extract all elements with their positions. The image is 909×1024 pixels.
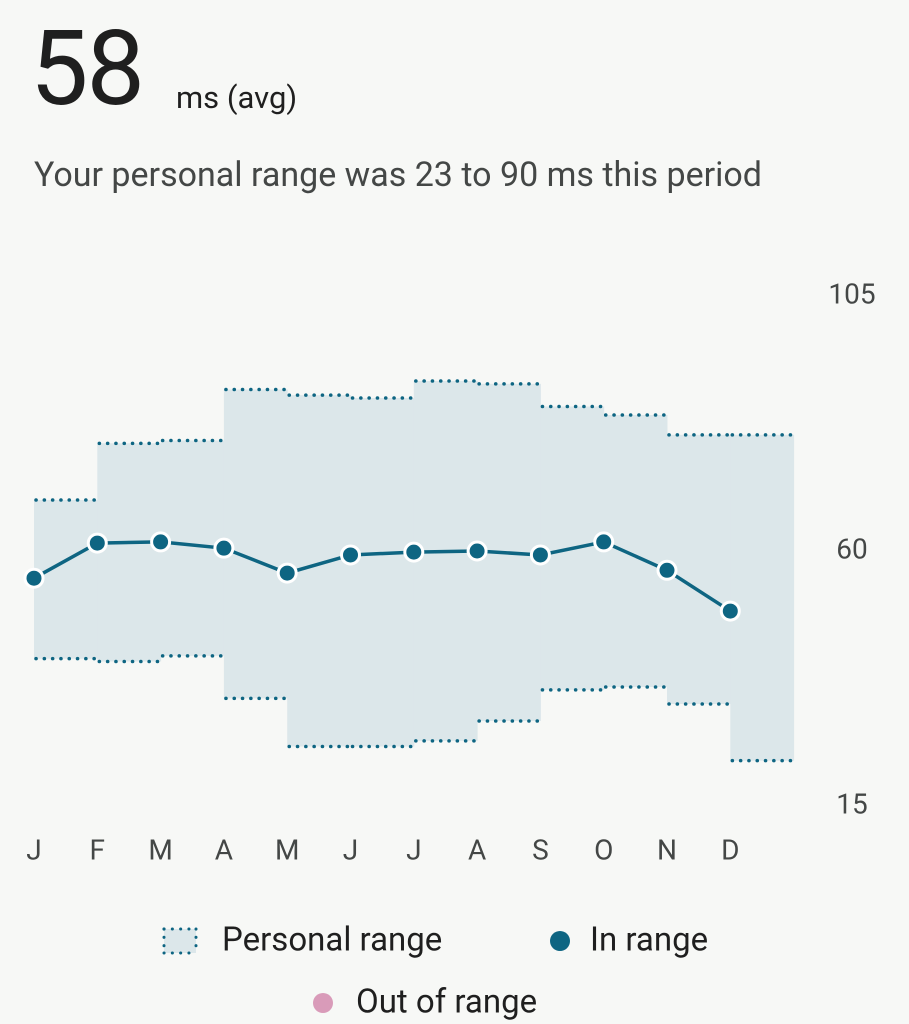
range-band: [97, 443, 162, 662]
x-tick-label: D: [721, 833, 739, 866]
data-point: [719, 600, 741, 622]
data-point: [403, 541, 425, 563]
average-unit: ms (avg): [176, 79, 298, 116]
data-point: [529, 544, 551, 566]
legend-marker: [550, 931, 570, 951]
x-tick-label: O: [594, 833, 613, 866]
average-value: 58: [30, 9, 145, 130]
y-tick-label: 60: [836, 532, 867, 565]
range-band: [667, 434, 731, 704]
x-tick-label: M: [148, 833, 172, 866]
data-point: [23, 567, 45, 589]
data-point: [86, 532, 108, 554]
data-point: [150, 531, 172, 553]
range-band: [730, 434, 795, 761]
x-tick-label: J: [406, 833, 421, 866]
x-tick-label: A: [468, 833, 486, 866]
legend-label: Out of range: [356, 983, 537, 1022]
series-line: [33, 540, 732, 613]
range-band: [603, 415, 668, 687]
legend-label: In range: [590, 921, 708, 960]
x-tick-label: S: [532, 833, 549, 866]
range-band: [223, 389, 288, 699]
x-tick-label: M: [275, 833, 299, 866]
data-point: [466, 540, 488, 562]
data-point: [276, 562, 298, 584]
data-point: [213, 537, 235, 559]
data-point: [656, 559, 678, 581]
data-point: [340, 544, 361, 566]
legend: Personal range In range Out of range: [162, 921, 708, 1022]
y-tick-label: 15: [836, 787, 867, 820]
data-point: [593, 531, 615, 553]
y-tick-label: 105: [828, 277, 875, 310]
x-tick-label: A: [215, 833, 233, 866]
range-band: [350, 398, 415, 747]
x-tick-label: J: [343, 833, 358, 866]
legend-label: Personal range: [222, 921, 442, 960]
range-band: [413, 381, 478, 741]
x-tick-label: J: [26, 833, 41, 866]
range-description: Your personal range was 23 to 90 ms this…: [34, 155, 762, 195]
legend-swatch: [164, 929, 196, 953]
legend-marker: [313, 993, 333, 1013]
x-tick-label: N: [657, 833, 677, 866]
range-band: [34, 500, 98, 659]
x-tick-label: F: [90, 833, 105, 866]
